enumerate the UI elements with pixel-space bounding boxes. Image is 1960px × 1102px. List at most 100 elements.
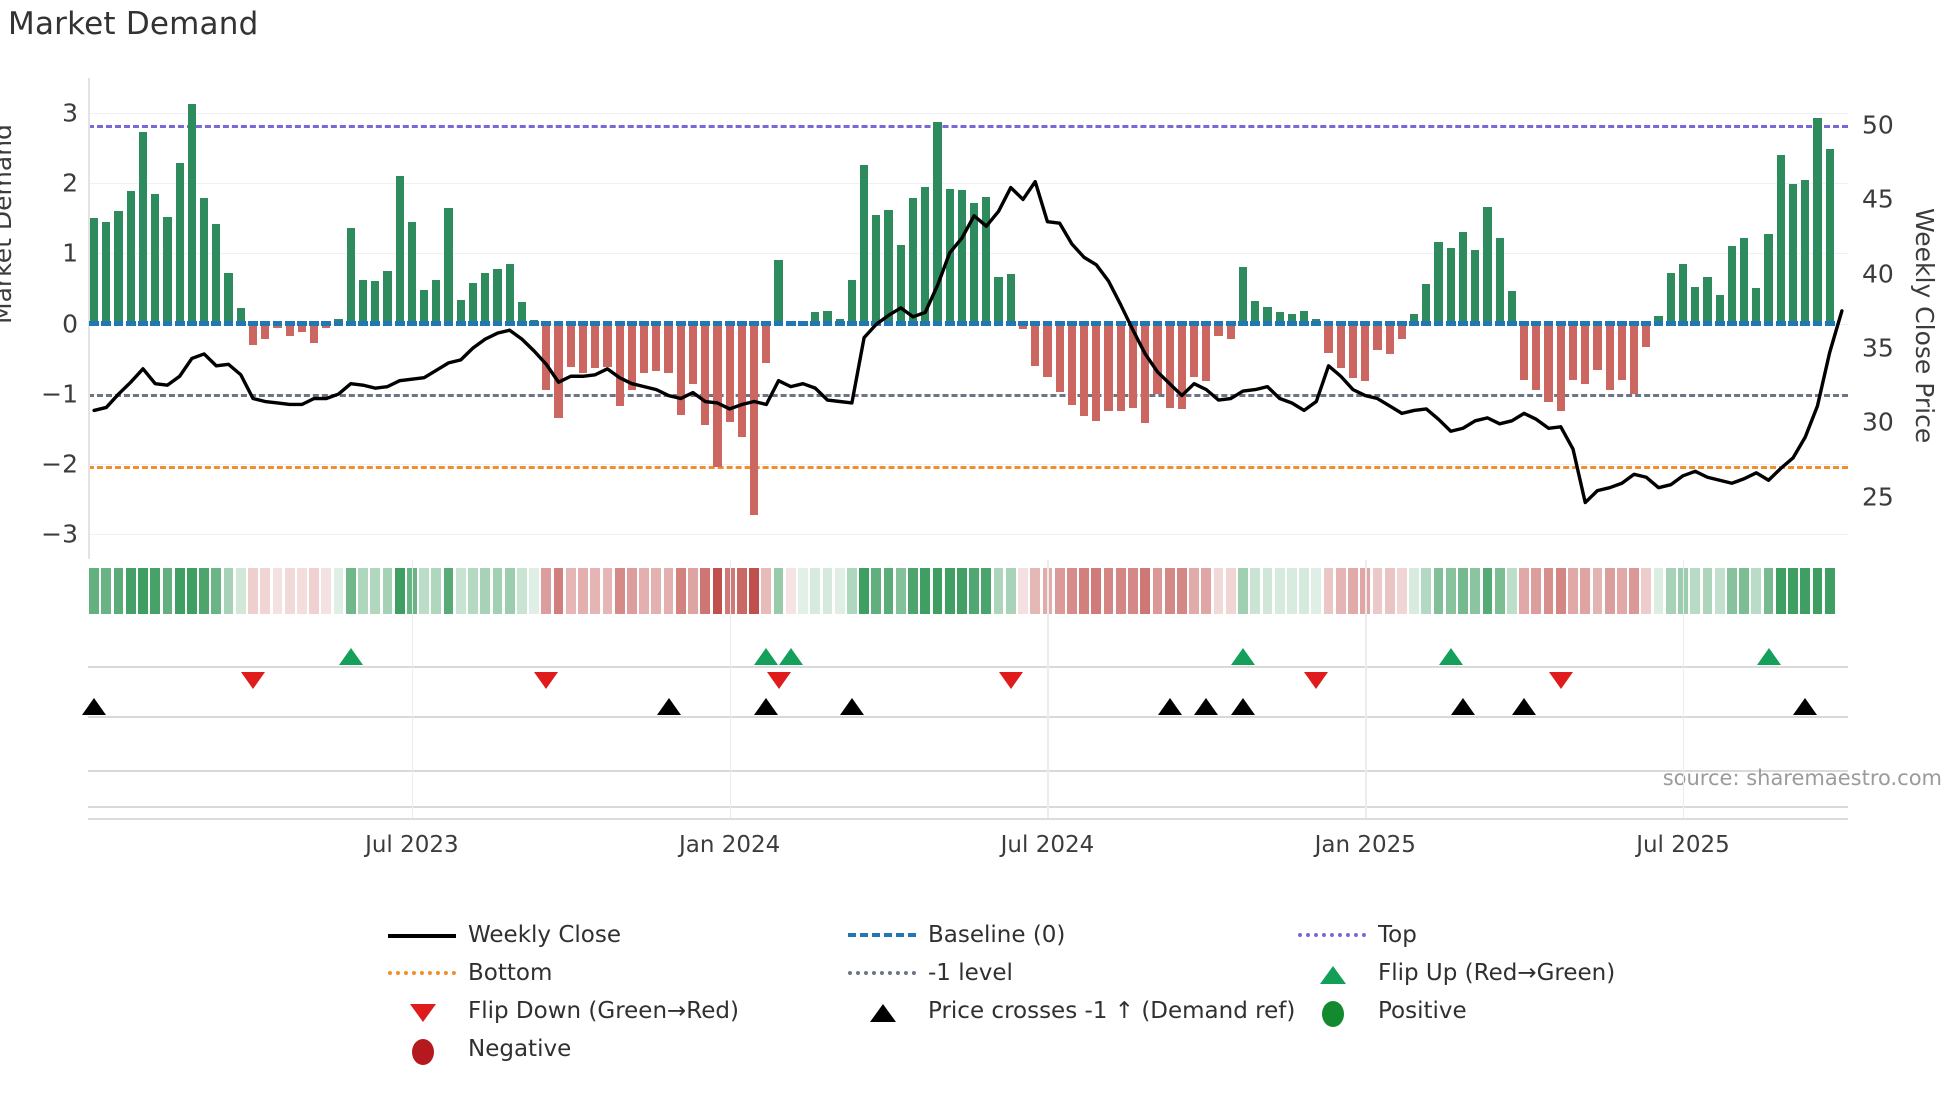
y-tick-label-right: 45 <box>1862 184 1894 214</box>
heatmap-cell <box>1421 568 1432 614</box>
source-attribution: source: sharemaestro.com <box>1662 766 1942 790</box>
heatmap-cell <box>749 568 759 614</box>
demand-bar <box>1202 323 1211 382</box>
baseline-segment <box>1091 321 1102 326</box>
flip-up-marker-icon <box>1438 648 1463 665</box>
demand-bar <box>102 222 111 324</box>
heatmap-cell <box>1103 568 1114 614</box>
baseline-segment <box>1543 321 1554 326</box>
demand-bar <box>921 187 930 324</box>
demand-bar <box>1055 323 1064 393</box>
baseline-segment <box>773 321 784 326</box>
heatmap-cell <box>1030 568 1041 614</box>
heatmap-cell <box>187 568 197 614</box>
demand-bar <box>1128 323 1138 408</box>
heatmap-cell <box>1702 568 1713 614</box>
legend-item[interactable]: Flip Up (Red→Green) <box>1290 960 1615 986</box>
baseline-segment <box>1079 321 1089 326</box>
legend-item[interactable]: Price crosses -1 ↑ (Demand ref) <box>840 998 1295 1024</box>
heatmap-cell <box>712 568 723 614</box>
demand-bar <box>1104 323 1113 411</box>
legend-item[interactable]: Positive <box>1290 998 1467 1027</box>
legend-item[interactable]: Top <box>1290 922 1417 948</box>
baseline-segment <box>675 321 686 326</box>
legend-item[interactable]: Negative <box>380 1036 571 1065</box>
demand-bar <box>713 323 722 467</box>
demand-bar <box>1458 232 1468 324</box>
demand-bar <box>676 323 685 415</box>
demand-bar <box>1153 323 1162 394</box>
legend-item[interactable]: Weekly Close <box>380 922 621 948</box>
heatmap-cell <box>700 568 711 614</box>
heatmap-cell <box>1409 568 1419 614</box>
heatmap-cell <box>504 568 515 614</box>
demand-bar <box>1764 233 1773 324</box>
baseline-segment <box>150 321 161 326</box>
demand-bar <box>1031 323 1040 366</box>
baseline-segment <box>1702 321 1713 326</box>
demand-bar <box>639 323 649 373</box>
demand-bar <box>933 122 942 324</box>
heatmap-cell <box>1079 568 1089 614</box>
heatmap-cell <box>688 568 698 614</box>
heatmap-cell <box>871 568 882 614</box>
heatmap-cell <box>993 568 1004 614</box>
baseline-segment <box>957 321 967 326</box>
demand-bar <box>517 302 527 324</box>
heatmap-cell <box>1507 568 1517 614</box>
baseline-segment <box>1555 321 1566 326</box>
demand-bar <box>285 323 294 337</box>
baseline-segment <box>1775 321 1786 326</box>
heatmap-cell <box>1323 568 1334 614</box>
heatmap-cell <box>1543 568 1554 614</box>
demand-bar <box>737 323 747 438</box>
heatmap-cell <box>1152 568 1163 614</box>
legend-item[interactable]: -1 level <box>840 960 1013 986</box>
heatmap-cell <box>1213 568 1224 614</box>
legend-item[interactable]: Flip Down (Green→Red) <box>380 998 739 1024</box>
baseline-segment <box>1727 321 1737 326</box>
heatmap-cell <box>1824 568 1835 614</box>
heatmap-cell <box>235 568 246 614</box>
heatmap-cell <box>1519 568 1529 614</box>
demand-bar <box>1067 323 1077 406</box>
legend-item[interactable]: Baseline (0) <box>840 922 1065 948</box>
heatmap-cell <box>1348 568 1358 614</box>
baseline-segment <box>1311 321 1322 326</box>
legend-item[interactable]: Bottom <box>380 960 552 986</box>
demand-bar <box>1385 323 1394 355</box>
demand-bar <box>1336 323 1345 369</box>
baseline-segment <box>932 321 943 326</box>
heatmap-cell <box>1641 568 1652 614</box>
baseline-segment <box>1629 321 1639 326</box>
baseline-segment <box>1641 321 1652 326</box>
heatmap-cell <box>1433 568 1444 614</box>
baseline-segment <box>321 321 332 326</box>
heatmap-cell <box>761 568 772 614</box>
demand-bar <box>1654 316 1663 324</box>
heatmap-cell <box>1482 568 1493 614</box>
demand-bar <box>1141 323 1150 424</box>
heatmap-cell <box>1751 568 1762 614</box>
demand-bar <box>89 218 99 324</box>
baseline-segment <box>810 321 821 326</box>
heatmap-cell <box>370 568 381 614</box>
demand-bar <box>1739 237 1749 324</box>
heatmap-cell <box>1678 568 1688 614</box>
heatmap-cell <box>394 568 405 614</box>
demand-bar <box>823 310 832 324</box>
x-axis-spine <box>88 818 1848 821</box>
demand-bar <box>481 272 490 324</box>
heatmap-cell <box>1555 568 1566 614</box>
heatmap-cell <box>1592 568 1603 614</box>
demand-bar <box>774 260 783 324</box>
demand-bar <box>395 175 404 324</box>
demand-bar <box>236 308 245 324</box>
baseline-segment <box>1274 321 1285 326</box>
baseline-segment <box>1250 321 1261 326</box>
demand-bar <box>566 323 575 368</box>
baseline-segment <box>113 321 124 326</box>
reference-line-bottom <box>88 465 1848 469</box>
demand-bar <box>444 208 453 324</box>
demand-bar <box>1263 306 1272 324</box>
